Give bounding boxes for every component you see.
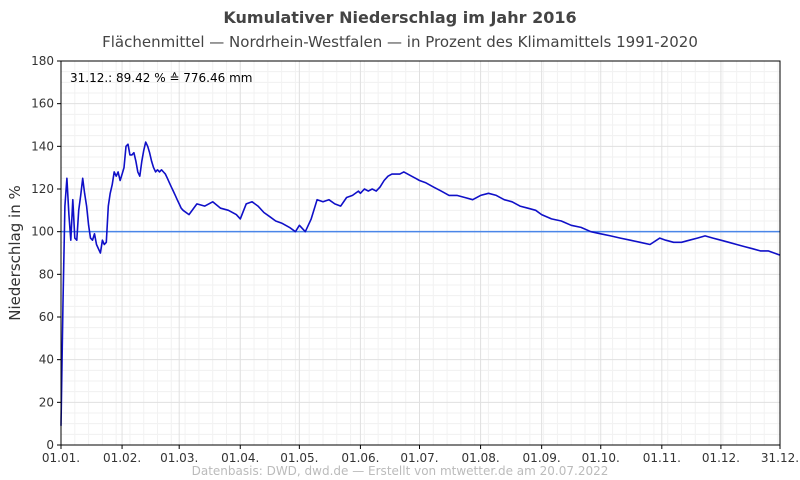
y-axis-title: Niederschlag in % [6,185,24,320]
x-tick-label: 01.11. [643,451,681,465]
y-axis-ticks: 0 20 40 60 80 100 120 140 160 180 [31,54,61,452]
x-tick-label: 01.08. [461,451,499,465]
x-axis-ticks: 01.01. 01.02. 01.03. 01.04. 01.05. 01.06. 01.0… [42,445,799,465]
x-tick-label: 31.12. [761,451,799,465]
y-tick-label: 120 [31,182,54,196]
x-tick-label: 01.10. [582,451,620,465]
chart-subtitle: Flächenmittel — Nordrhein-Westfalen — in… [102,33,698,51]
y-tick-label: 80 [39,267,54,281]
minor-gridlines [61,61,780,445]
x-tick-label: 01.03. [160,451,198,465]
x-tick-label: 01.07. [400,451,438,465]
x-tick-label: 01.05. [280,451,318,465]
x-tick-label: 01.09. [523,451,561,465]
y-tick-label: 0 [46,438,54,452]
x-tick-label: 01.04. [221,451,259,465]
y-tick-label: 20 [39,395,54,409]
series-line [60,141,781,426]
x-tick-label: 01.01. [42,451,80,465]
major-gridlines [61,61,780,445]
last-value-annotation: 31.12.: 89.42 % ≙ 776.46 mm [70,71,252,85]
footer-credits: Datenbasis: DWD, dwd.de — Erstellt von m… [191,464,609,478]
x-tick-label: 01.06. [341,451,379,465]
y-tick-label: 60 [39,310,54,324]
x-tick-label: 01.02. [103,451,141,465]
y-tick-label: 140 [31,139,54,153]
x-tick-label: 01.12. [702,451,740,465]
y-tick-label: 100 [31,225,54,239]
y-tick-label: 160 [31,97,54,111]
chart-title: Kumulativer Niederschlag im Jahr 2016 [223,8,577,27]
plot-frame [60,60,781,446]
y-tick-label: 180 [31,54,54,68]
y-tick-label: 40 [39,353,54,367]
